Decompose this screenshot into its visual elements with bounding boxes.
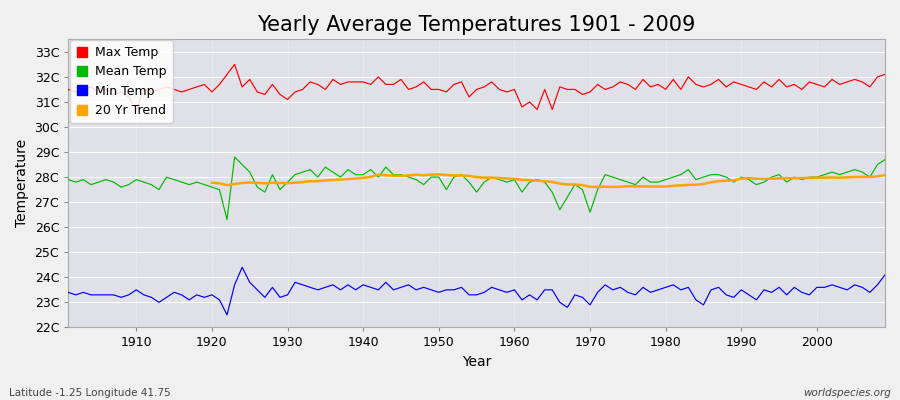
Y-axis label: Temperature: Temperature (15, 139, 29, 228)
Text: worldspecies.org: worldspecies.org (803, 388, 891, 398)
Text: Latitude -1.25 Longitude 41.75: Latitude -1.25 Longitude 41.75 (9, 388, 171, 398)
X-axis label: Year: Year (462, 355, 491, 369)
Legend: Max Temp, Mean Temp, Min Temp, 20 Yr Trend: Max Temp, Mean Temp, Min Temp, 20 Yr Tre… (70, 40, 173, 123)
Title: Yearly Average Temperatures 1901 - 2009: Yearly Average Temperatures 1901 - 2009 (257, 15, 696, 35)
